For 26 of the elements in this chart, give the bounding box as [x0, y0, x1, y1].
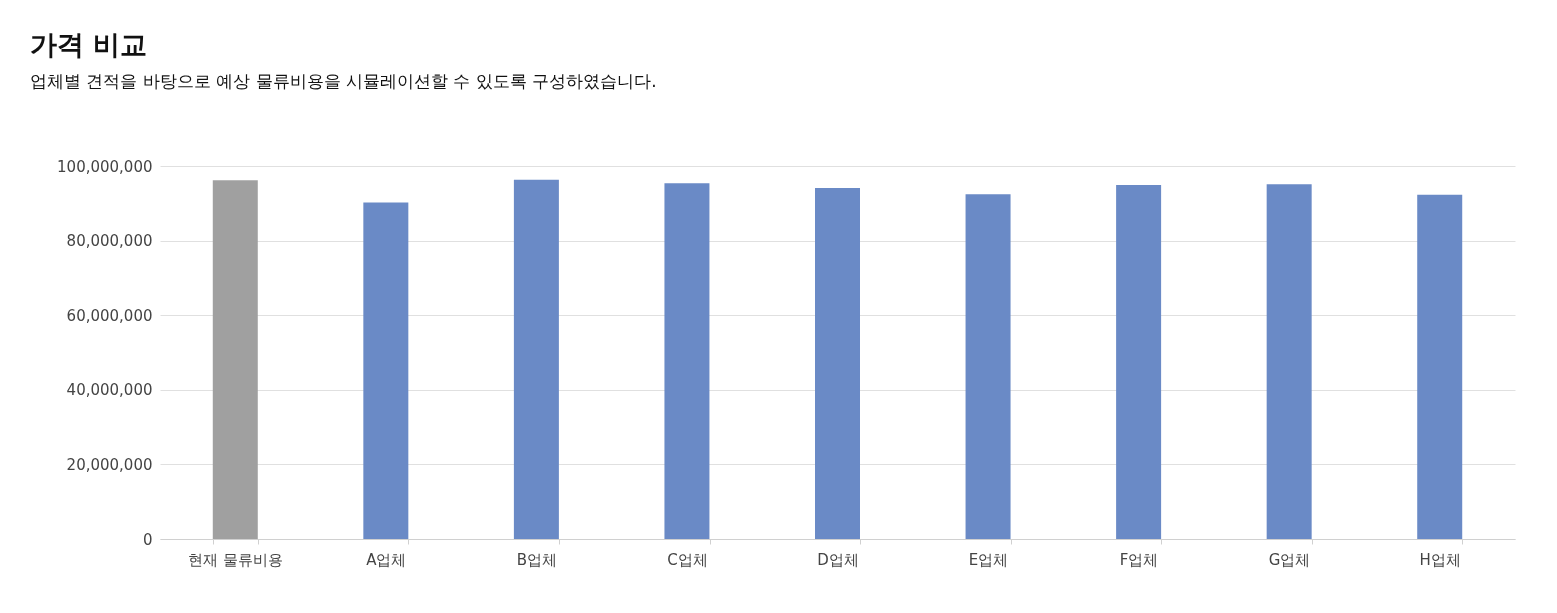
x-tick-label: C업체: [667, 550, 708, 569]
y-tick-label: 100,000,000: [57, 157, 153, 176]
y-tick-label: 20,000,000: [66, 455, 153, 474]
chart-subtitle: 업체별 견적을 바탕으로 예상 물류비용을 시뮬레이션할 수 있도록 구성하였습니다.: [30, 71, 657, 91]
x-tick-label: D업체: [817, 550, 859, 569]
bar: [1417, 194, 1463, 539]
bar: [1116, 185, 1162, 539]
x-tick-label: G업체: [1268, 550, 1311, 569]
bar: [513, 179, 559, 539]
y-tick-label: 80,000,000: [66, 232, 153, 251]
x-tick-label: 현재 물류비용: [188, 550, 284, 569]
chart-title: 가격 비교: [30, 29, 148, 60]
bar: [1266, 184, 1312, 539]
y-tick-label: 60,000,000: [66, 306, 153, 325]
x-tick-label: E업체: [968, 550, 1009, 569]
x-tick-label: H업체: [1419, 550, 1461, 569]
y-tick-label: 0: [142, 530, 153, 549]
bar: [965, 194, 1011, 539]
bar: [815, 188, 860, 539]
bar: [664, 183, 710, 539]
y-tick-label: 40,000,000: [66, 381, 153, 400]
x-tick-label: F업체: [1119, 550, 1159, 569]
x-tick-label: B업체: [516, 550, 558, 569]
x-tick-label: A업체: [366, 550, 407, 569]
bar: [363, 202, 409, 539]
bar: [212, 180, 258, 539]
